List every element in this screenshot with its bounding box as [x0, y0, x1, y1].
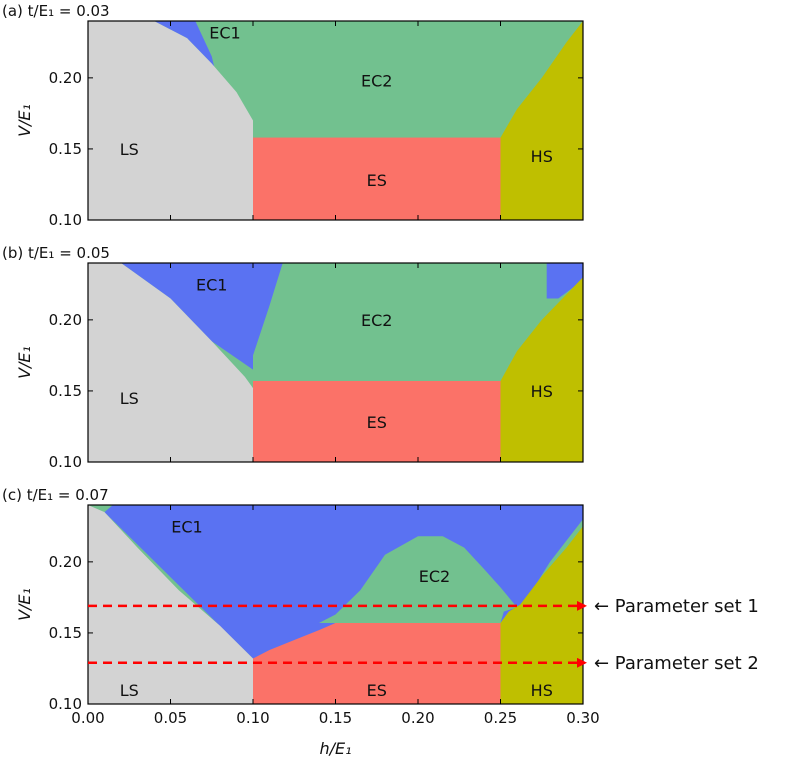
parameter-set-label: ← Parameter set 2	[594, 653, 759, 674]
region-label-ls: LS	[120, 140, 139, 159]
region-label-ec2: EC2	[419, 567, 450, 586]
y-tick-label: 0.20	[49, 311, 82, 329]
phase-region-ec1-corner	[546, 263, 583, 299]
phase-region-hs	[500, 263, 583, 462]
y-axis-label: V/E₁	[15, 588, 34, 621]
y-axis-label: V/E₁	[15, 346, 34, 379]
x-tick-label: 0.25	[484, 709, 517, 727]
phase-region-hs	[500, 21, 583, 220]
region-label-ec1: EC1	[209, 23, 240, 42]
x-tick-label: 0.05	[154, 709, 187, 727]
phase-region-es	[253, 137, 501, 220]
x-tick-label: 0.10	[236, 709, 269, 727]
y-tick-label: 0.15	[49, 382, 82, 400]
parameter-set-label: ← Parameter set 1	[594, 596, 759, 617]
region-label-ec1: EC1	[196, 275, 227, 294]
x-axis-label: h/E₁	[319, 739, 351, 758]
y-tick-label: 0.10	[49, 453, 82, 471]
x-tick-label: 0.30	[566, 709, 599, 727]
phase-region-es	[253, 380, 501, 462]
y-tick-label: 0.10	[49, 695, 82, 713]
region-label-ec2: EC2	[361, 311, 392, 330]
phase-region-ec1-step	[253, 623, 336, 659]
phase-region-ls	[88, 505, 253, 704]
y-tick-label: 0.20	[49, 553, 82, 571]
x-tick-label: 0.15	[319, 709, 352, 727]
region-label-ec1: EC1	[171, 517, 202, 536]
x-tick-label: 0.00	[71, 709, 104, 727]
panel-title: (b) t/E₁ = 0.05	[2, 244, 110, 262]
region-label-ls: LS	[120, 681, 139, 700]
phase-region-ls	[88, 263, 253, 462]
y-tick-label: 0.20	[49, 69, 82, 87]
phase-region-hs	[500, 505, 583, 704]
region-label-es: ES	[367, 171, 387, 190]
region-label-hs: HS	[531, 147, 553, 166]
y-tick-label: 0.10	[49, 211, 82, 229]
region-label-ls: LS	[120, 389, 139, 408]
x-tick-label: 0.20	[401, 709, 434, 727]
region-label-es: ES	[367, 681, 387, 700]
panel-title: (c) t/E₁ = 0.07	[2, 486, 109, 504]
phase-region-ec1	[88, 263, 283, 370]
phase-region-ls	[88, 21, 253, 220]
y-tick-label: 0.15	[49, 624, 82, 642]
region-label-hs: HS	[531, 382, 553, 401]
phase-region-ec1	[88, 21, 216, 71]
region-label-es: ES	[367, 413, 387, 432]
y-tick-label: 0.15	[49, 140, 82, 158]
region-label-ec2: EC2	[361, 72, 392, 91]
phase-region-ec2-dome	[319, 536, 517, 623]
panel-title: (a) t/E₁ = 0.03	[2, 2, 110, 20]
region-label-hs: HS	[531, 681, 553, 700]
y-axis-label: V/E₁	[15, 104, 34, 137]
